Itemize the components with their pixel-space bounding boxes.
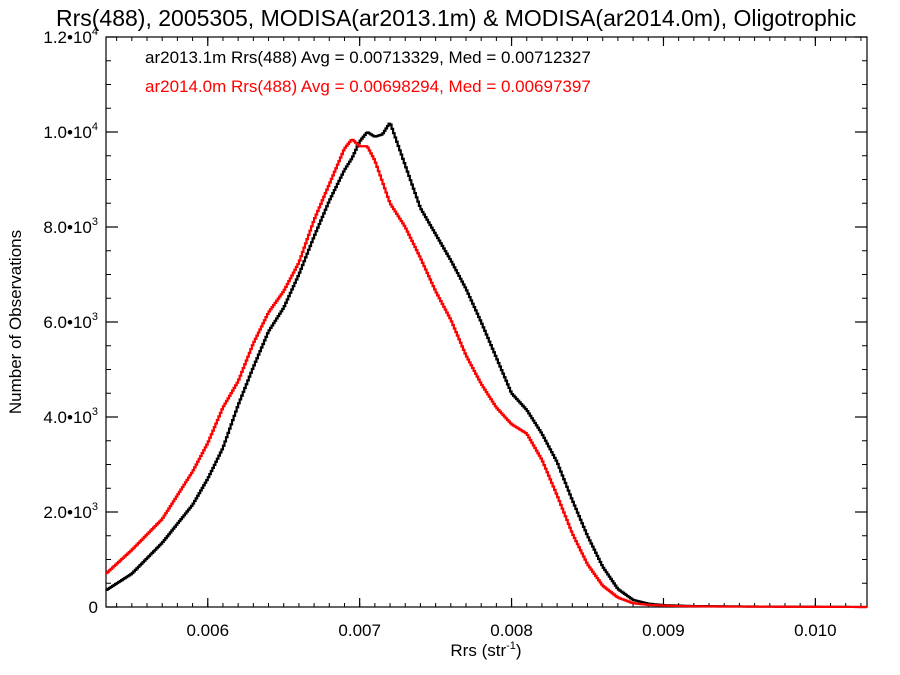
y-tick-label: 1.2•104 (43, 26, 98, 47)
plot-area: 0.006 0.007 0.008 0.009 0.010 02.0•1034.0•10… (43, 26, 868, 640)
legend-entry-ar2013: ar2013.1m Rrs(488) Avg = 0.00713329, Med… (145, 48, 591, 67)
y-tick-exponent: 3 (92, 406, 98, 418)
y-tick-mantissa: 6.0•10 (43, 313, 92, 332)
y-tick-mantissa: 8.0•10 (43, 218, 92, 237)
x-tick-label: 0.008 (490, 621, 533, 640)
legend: ar2013.1m Rrs(488) Avg = 0.00713329, Med… (145, 48, 591, 96)
y-tick-exponent: 4 (92, 121, 98, 133)
y-tick-mantissa: 1.2•10 (43, 28, 92, 47)
series-line-1 (106, 138, 867, 609)
y-tick-label: 4.0•103 (43, 406, 98, 427)
y-tick-label: 0 (89, 598, 98, 617)
x-tick-label: 0.007 (338, 621, 381, 640)
series-line-0 (106, 122, 867, 609)
y-tick-label: 8.0•103 (43, 216, 98, 237)
x-axis: 0.006 0.007 0.008 0.009 0.010 (116, 37, 862, 640)
x-tick-label: 0.010 (794, 621, 837, 640)
y-tick-exponent: 3 (92, 311, 98, 323)
plot-frame (105, 36, 868, 608)
chart-title: Rrs(488), 2005305, MODISA(ar2013.1m) & M… (56, 5, 856, 31)
y-tick-exponent: 4 (92, 26, 98, 38)
y-axis: 02.0•1034.0•1036.0•1038.0•1031.0•1041.2•… (43, 26, 867, 617)
y-tick-exponent: 3 (92, 501, 98, 513)
y-tick-mantissa: 1.0•10 (43, 123, 92, 142)
y-tick-mantissa: 4.0•10 (43, 408, 92, 427)
y-tick-label: 2.0•103 (43, 501, 98, 522)
x-axis-title: Rrs (str-1) (450, 640, 521, 660)
y-tick-exponent: 3 (92, 216, 98, 228)
y-tick-label: 1.0•104 (43, 121, 98, 142)
series-lines (106, 122, 867, 609)
x-axis-title-exponent: -1 (506, 640, 516, 652)
x-tick-label: 0.009 (642, 621, 685, 640)
x-axis-title-close: ) (516, 641, 522, 660)
x-tick-label: 0.006 (186, 621, 229, 640)
y-tick-mantissa: 0 (89, 598, 98, 617)
y-tick-mantissa: 2.0•10 (43, 503, 92, 522)
x-axis-title-text: Rrs (str (450, 641, 506, 660)
y-tick-label: 6.0•103 (43, 311, 98, 332)
y-axis-title: Number of Observations (6, 230, 25, 414)
legend-entry-ar2014: ar2014.0m Rrs(488) Avg = 0.00698294, Med… (145, 77, 591, 96)
